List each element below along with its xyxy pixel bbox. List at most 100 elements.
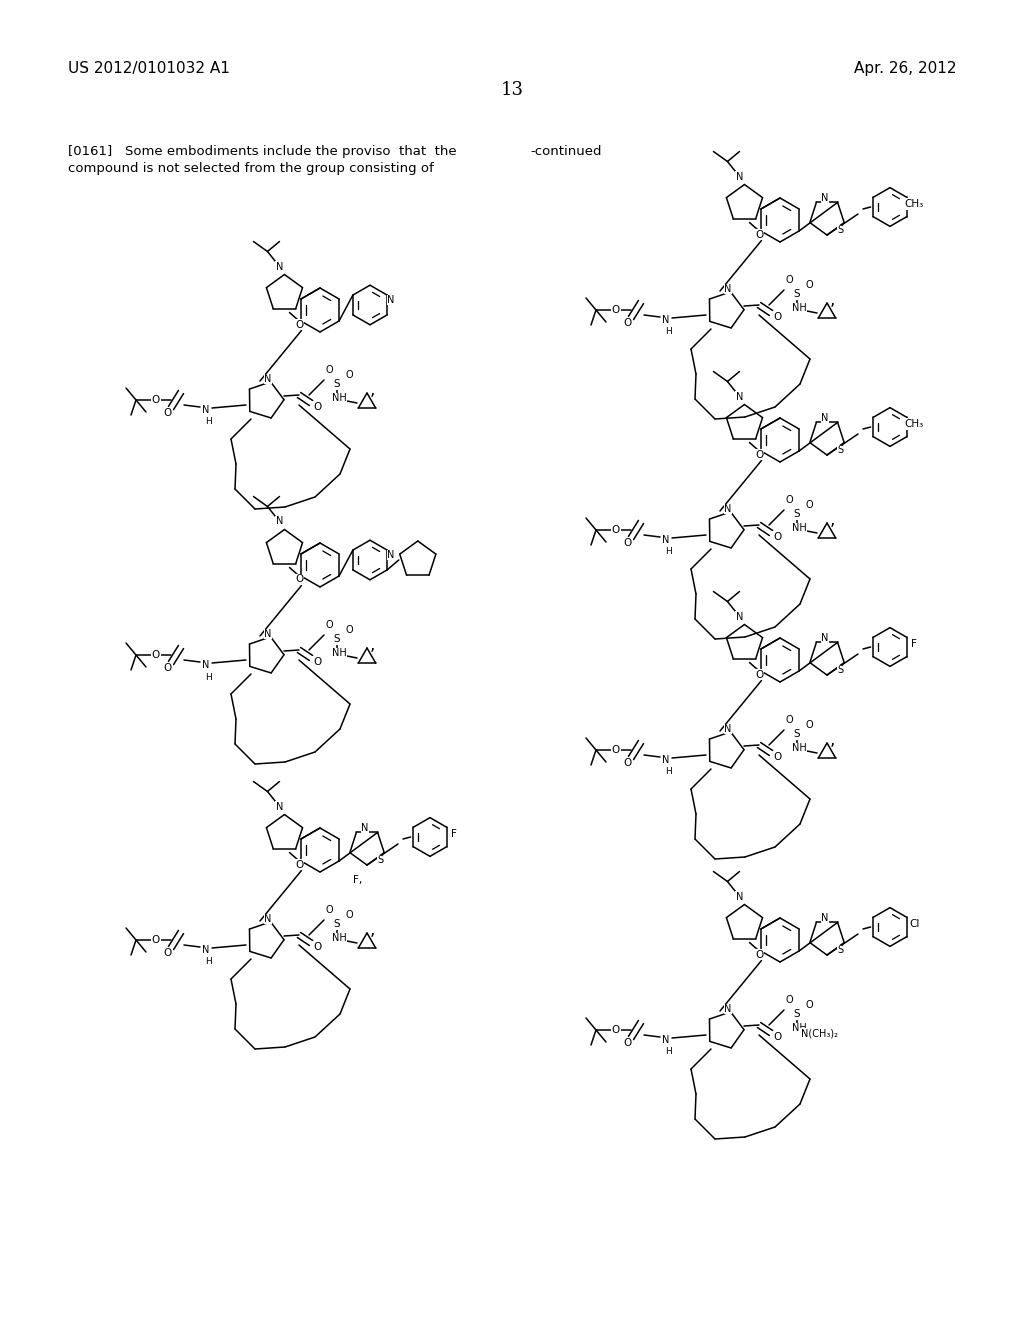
Text: NH: NH [332,648,346,657]
Text: S: S [377,855,383,866]
Text: O: O [326,620,333,630]
Text: O: O [313,657,322,667]
Text: CH₃: CH₃ [905,199,924,209]
Text: O: O [612,305,621,315]
Text: N: N [724,504,732,513]
Text: N: N [203,405,210,414]
Text: ,: , [830,290,836,309]
Text: O: O [756,230,764,239]
Text: N: N [203,660,210,671]
Text: S: S [334,634,340,644]
Text: O: O [785,715,793,725]
Text: N: N [736,392,743,401]
Text: F: F [452,829,458,840]
Text: S: S [794,729,801,739]
Text: O: O [785,495,793,506]
Text: 13: 13 [501,81,523,99]
Text: S: S [794,510,801,519]
Text: O: O [164,948,172,958]
Text: N: N [275,801,284,812]
Text: N: N [361,822,369,833]
Text: Apr. 26, 2012: Apr. 26, 2012 [853,61,956,75]
Text: S: S [838,945,844,956]
Text: O: O [152,935,160,945]
Text: N: N [275,261,284,272]
Text: N: N [736,891,743,902]
Text: O: O [295,319,303,330]
Text: S: S [838,665,844,676]
Text: O: O [612,525,621,535]
Text: O: O [805,1001,813,1010]
Text: H: H [205,672,211,681]
Text: O: O [773,1032,781,1041]
Text: O: O [756,949,764,960]
Text: N: N [821,413,828,422]
Text: O: O [805,280,813,290]
Text: O: O [805,719,813,730]
Text: O: O [612,1026,621,1035]
Text: O: O [785,275,793,285]
Text: N: N [724,284,732,294]
Text: O: O [164,663,172,673]
Text: F: F [911,639,918,649]
Text: NH: NH [792,743,806,752]
Text: NH: NH [332,393,346,403]
Text: N: N [663,1035,670,1045]
Text: S: S [794,289,801,300]
Text: N: N [387,294,394,305]
Text: N: N [264,913,271,924]
Text: N: N [203,945,210,954]
Text: O: O [785,995,793,1005]
Text: S: S [794,1008,801,1019]
Text: N(CH₃)₂: N(CH₃)₂ [801,1028,838,1038]
Text: [0161]   Some embodiments include the proviso  that  the: [0161] Some embodiments include the prov… [68,145,457,158]
Text: N: N [663,535,670,545]
Text: O: O [624,758,632,768]
Text: -continued: -continued [530,145,601,158]
Text: O: O [624,539,632,548]
Text: N: N [736,611,743,622]
Text: O: O [345,909,353,920]
Text: S: S [334,379,340,389]
Text: NH: NH [792,304,806,313]
Text: O: O [152,395,160,405]
Text: N: N [275,516,284,527]
Text: N: N [736,172,743,181]
Text: S: S [838,226,844,235]
Text: N: N [724,1005,732,1014]
Text: N: N [663,315,670,325]
Text: N: N [264,374,271,384]
Text: S: S [334,919,340,929]
Text: N: N [821,634,828,643]
Text: H: H [665,1048,672,1056]
Text: US 2012/0101032 A1: US 2012/0101032 A1 [68,61,229,75]
Text: O: O [756,669,764,680]
Text: O: O [756,450,764,459]
Text: O: O [773,532,781,543]
Text: H: H [205,417,211,426]
Text: H: H [665,767,672,776]
Text: ,: , [830,731,836,748]
Text: H: H [665,327,672,337]
Text: S: S [838,445,844,455]
Text: NH: NH [792,523,806,533]
Text: ,: , [370,921,376,939]
Text: NH: NH [792,1023,806,1034]
Text: compound is not selected from the group consisting of: compound is not selected from the group … [68,162,434,176]
Text: O: O [612,744,621,755]
Text: H: H [665,548,672,557]
Text: N: N [821,193,828,203]
Text: O: O [164,408,172,418]
Text: F,: F, [353,875,362,884]
Text: O: O [326,906,333,915]
Text: ,: , [370,381,376,399]
Text: Cl: Cl [909,919,920,929]
Text: ,: , [370,636,376,653]
Text: O: O [773,752,781,762]
Text: NH: NH [332,933,346,942]
Text: O: O [295,859,303,870]
Text: O: O [624,1038,632,1048]
Text: O: O [345,370,353,380]
Text: N: N [264,630,271,639]
Text: O: O [313,403,322,412]
